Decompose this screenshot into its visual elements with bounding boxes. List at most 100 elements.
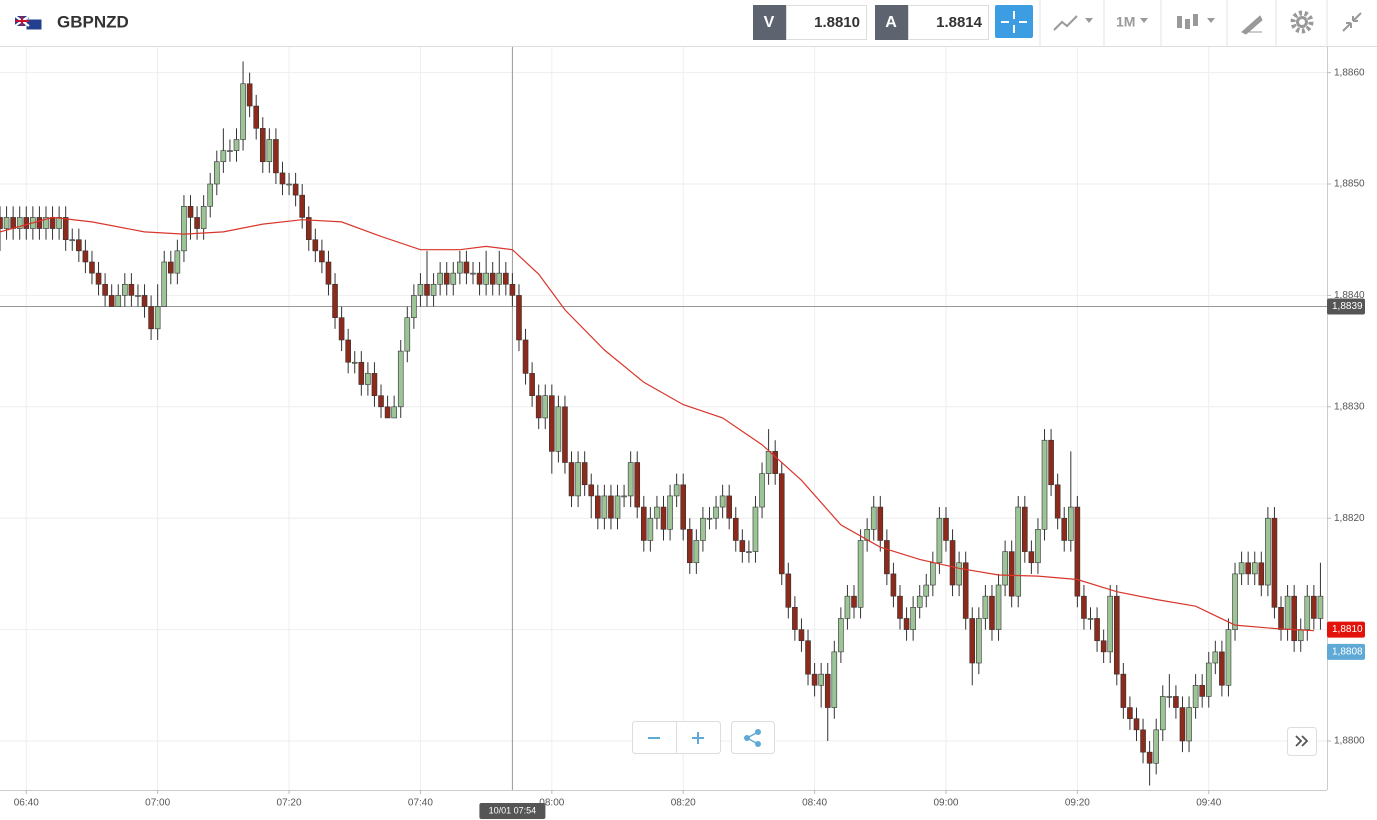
candle-body [726, 495, 732, 519]
x-tick-label: 09:00 [933, 798, 958, 809]
candle-body [595, 495, 601, 519]
candle-body [516, 295, 522, 341]
candle-body [457, 261, 463, 274]
candle-body [647, 517, 654, 541]
candle-body [1048, 439, 1054, 486]
candle-body [1186, 707, 1192, 742]
candle-body [338, 317, 345, 341]
bid-label: V [764, 14, 775, 31]
candle-body [1061, 517, 1068, 541]
candle-body [1304, 595, 1311, 630]
candle-body [1107, 595, 1114, 653]
candle-body [154, 306, 161, 330]
candle-body [194, 217, 200, 229]
candle-body [1067, 506, 1074, 541]
scroll-end-button[interactable] [1295, 735, 1309, 747]
candle-body [1317, 595, 1324, 619]
candle-body [496, 272, 503, 285]
bid-button[interactable] [753, 5, 786, 40]
candle-body [1212, 651, 1219, 664]
candle-body [1022, 506, 1028, 552]
candle-body [1205, 662, 1212, 697]
candle-body [246, 83, 253, 107]
crosshair-price-label: 1,8839 [1332, 301, 1363, 312]
x-tick-label: 07:00 [145, 798, 170, 809]
draw-button[interactable] [1241, 15, 1263, 35]
candle-body [982, 595, 989, 619]
candle-body [654, 506, 660, 519]
zoom-in-button[interactable] [692, 732, 704, 744]
candle-body [240, 83, 246, 140]
candle-body [1140, 729, 1146, 753]
settings-button[interactable] [1290, 10, 1314, 34]
collapse-button[interactable] [1342, 12, 1362, 32]
candle-body [227, 150, 233, 152]
candle-body [89, 261, 95, 274]
candle-body [397, 350, 404, 408]
candle-body [614, 495, 621, 519]
candle-body [371, 373, 378, 396]
candle-body [1166, 696, 1173, 698]
candle-body [358, 361, 365, 385]
candle-body [1100, 640, 1107, 653]
candle-body [529, 373, 535, 396]
x-tick-label: 08:00 [539, 798, 564, 809]
crosshair-button[interactable] [995, 5, 1033, 38]
timeframe[interactable]: 1M [1116, 14, 1135, 30]
candle-body [962, 562, 969, 619]
candle-body [1074, 506, 1081, 597]
candle-body [365, 373, 371, 385]
toolbar [0, 0, 1377, 46]
candle-body [522, 339, 529, 374]
share-box [731, 721, 775, 754]
chart-type-button[interactable] [1177, 14, 1215, 29]
bid-price: 1.8810 [814, 14, 860, 31]
candle-body [76, 239, 82, 252]
candle-body [956, 562, 962, 586]
candle-body [299, 194, 305, 218]
candle-body [608, 495, 614, 519]
candle-body [581, 462, 588, 486]
indicator-button[interactable] [1053, 15, 1093, 31]
x-tick-label: 06:40 [14, 798, 39, 809]
candle-body [568, 462, 575, 497]
toolbar-separators [1039, 0, 1328, 46]
price-tag [1327, 643, 1365, 660]
candle-body [312, 239, 319, 252]
candle-body [811, 673, 818, 686]
x-tick-label: 07:40 [408, 798, 433, 809]
candle-body [1127, 707, 1133, 720]
candle-body [706, 517, 713, 520]
scroll-end-box [1287, 727, 1317, 756]
candle-body [851, 595, 857, 608]
candle-body [877, 506, 884, 541]
candle-body [772, 451, 778, 474]
candle-body [910, 607, 916, 630]
candle-body [700, 517, 706, 541]
candle-body [1153, 729, 1159, 764]
candle-body [384, 406, 391, 419]
candle-body [667, 495, 673, 530]
candle-body [752, 506, 759, 552]
candle-body [1146, 751, 1153, 764]
candle-body [345, 339, 351, 363]
share-button[interactable] [744, 729, 761, 747]
candle-body [319, 250, 325, 263]
candle-body [279, 172, 286, 185]
crosshair-price-tag [1327, 298, 1365, 315]
candle-body [864, 529, 870, 541]
candle-body [483, 272, 489, 285]
ask-price: 1.8814 [936, 14, 983, 31]
candle-body [765, 451, 772, 474]
candle-body [549, 395, 555, 452]
candle-body [943, 517, 949, 541]
candle-body [660, 506, 667, 530]
candle-body [1094, 618, 1100, 642]
candle-body [870, 506, 877, 530]
candle-body [476, 272, 483, 285]
candle-body [739, 540, 746, 552]
candle-body [1041, 439, 1048, 530]
candle-body [1232, 573, 1238, 630]
ask-button[interactable] [875, 5, 908, 40]
candle-body [936, 517, 943, 564]
